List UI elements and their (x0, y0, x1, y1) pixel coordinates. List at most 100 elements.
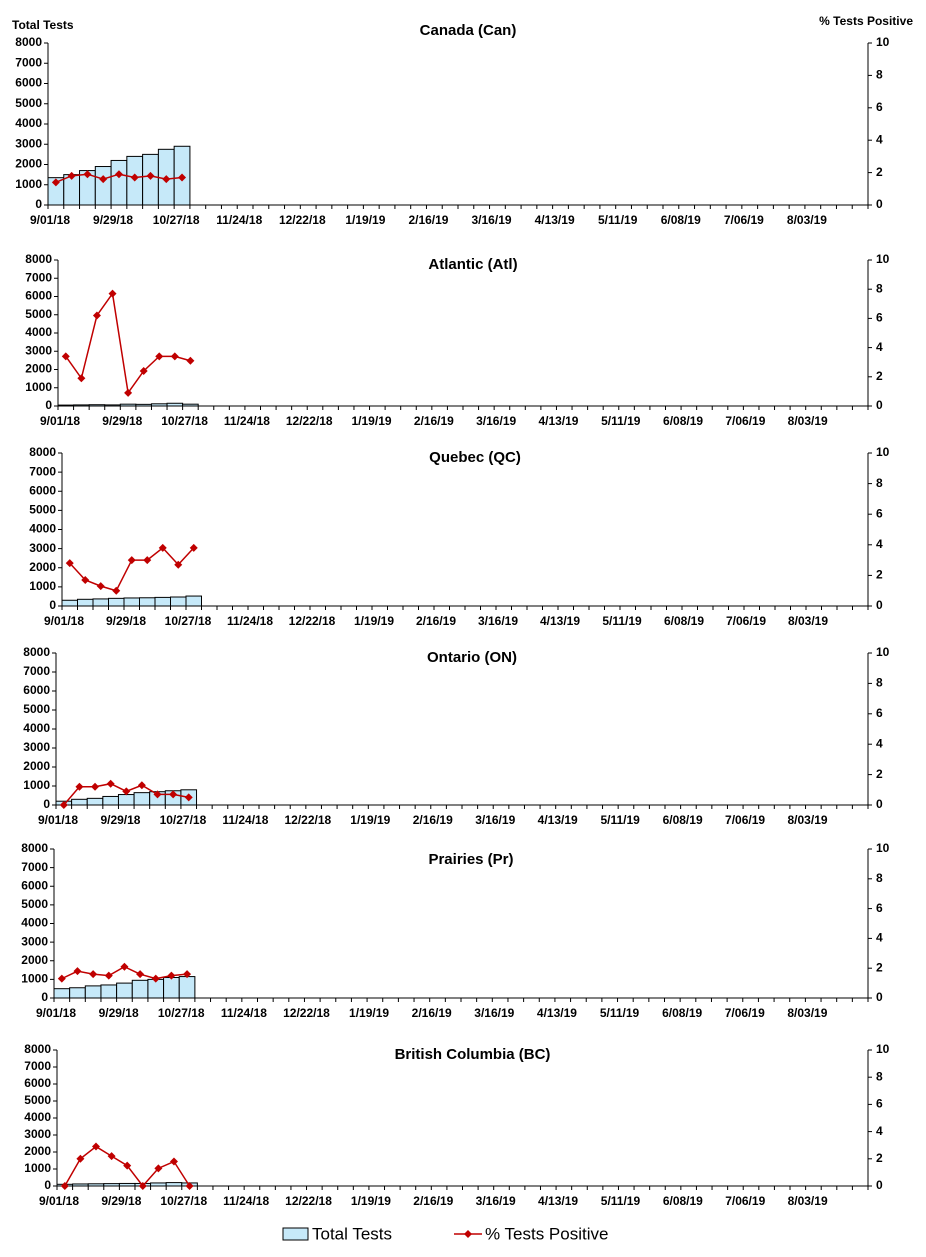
line-marker (96, 582, 105, 591)
line-marker (106, 779, 115, 788)
x-tick-label: 1/19/19 (351, 1194, 391, 1208)
chart-title: Canada (Can) (420, 22, 517, 39)
y2-tick-label: 4 (876, 1124, 883, 1138)
x-tick-label: 12/22/18 (284, 813, 331, 827)
x-tick-label: 9/29/18 (100, 813, 140, 827)
y2-tick-label: 2 (876, 960, 883, 974)
line-marker (138, 1182, 147, 1190)
x-tick-label: 11/24/18 (221, 1006, 267, 1020)
x-tick-label: 10/27/18 (160, 813, 207, 827)
y-tick-label: 5000 (23, 702, 50, 716)
x-tick-label: 5/11/19 (601, 414, 641, 428)
x-tick-label: 10/27/18 (160, 1194, 207, 1208)
line-marker (146, 171, 155, 180)
chart-title: British Columbia (BC) (395, 1046, 551, 1063)
line-marker (169, 1157, 178, 1166)
bar (166, 402, 184, 407)
line-marker (114, 170, 123, 179)
line-marker (170, 352, 179, 361)
line-marker (57, 974, 66, 983)
line-marker (60, 1182, 69, 1190)
x-tick-label: 12/22/18 (279, 213, 326, 227)
bar (119, 403, 137, 407)
y-tick-label: 2000 (24, 1144, 51, 1158)
y-tick-label: 0 (44, 1178, 51, 1192)
x-tick-label: 2/16/19 (414, 414, 454, 428)
y2-tick-label: 8 (876, 281, 883, 295)
x-tick-label: 1/19/19 (349, 1006, 389, 1020)
legend-label: % Tests Positive (485, 1224, 608, 1243)
y-tick-label: 3000 (29, 541, 56, 555)
bar (150, 403, 168, 407)
y-tick-label: 3000 (15, 136, 42, 150)
bar (57, 404, 75, 407)
y2-tick-label: 10 (876, 445, 890, 459)
x-tick-label: 6/08/19 (661, 213, 701, 227)
bar (103, 1183, 120, 1187)
x-tick-label: 6/08/19 (663, 813, 703, 827)
bar (165, 1182, 183, 1187)
y2-tick-label: 8 (876, 676, 883, 690)
line-marker (83, 170, 92, 179)
x-tick-label: 8/03/19 (788, 414, 828, 428)
line-marker (139, 366, 148, 375)
y-tick-label: 4000 (15, 116, 42, 130)
line-marker (167, 971, 176, 980)
chart-title: Prairies (Pr) (428, 851, 513, 868)
y-tick-label: 7000 (29, 464, 56, 478)
bar (102, 795, 119, 806)
x-tick-label: 3/16/19 (476, 414, 516, 428)
x-tick-label: 9/01/18 (40, 414, 80, 428)
x-tick-label: 12/22/18 (289, 614, 336, 628)
line-marker (184, 793, 193, 802)
line-marker (136, 970, 145, 979)
y-tick-label: 4000 (24, 1110, 51, 1124)
x-tick-label: 7/06/19 (724, 213, 764, 227)
x-tick-label: 10/27/18 (158, 1006, 205, 1020)
line-marker (81, 575, 90, 584)
bar (100, 984, 118, 999)
y2-tick-label: 2 (876, 1151, 883, 1165)
x-tick-label: 5/11/19 (600, 1006, 640, 1020)
line-marker (169, 790, 178, 799)
chart-title: Atlantic (Atl) (428, 256, 517, 273)
x-tick-label: 4/13/19 (540, 614, 580, 628)
x-tick-label: 4/13/19 (538, 1194, 578, 1208)
y-tick-label: 4000 (25, 325, 52, 339)
y-tick-label: 4000 (21, 916, 48, 930)
line-marker (123, 1161, 132, 1170)
y-tick-label: 8000 (24, 1042, 51, 1056)
bar (73, 404, 90, 407)
y2-tick-label: 4 (876, 132, 883, 146)
y-axis-label: Total Tests (12, 18, 74, 32)
chart-title: Quebec (QC) (429, 449, 521, 466)
y-tick-label: 5000 (29, 503, 56, 517)
bar (71, 798, 88, 806)
x-tick-label: 8/03/19 (787, 213, 827, 227)
y-tick-label: 4000 (23, 721, 50, 735)
x-tick-label: 5/11/19 (598, 213, 638, 227)
x-tick-label: 9/29/18 (106, 614, 146, 628)
y-tick-label: 1000 (24, 1161, 51, 1175)
line-marker (107, 1152, 116, 1161)
x-tick-label: 1/19/19 (352, 414, 392, 428)
line-marker (61, 352, 70, 361)
x-tick-label: 2/16/19 (413, 813, 453, 827)
y2-tick-label: 2 (876, 165, 883, 179)
y-tick-label: 5000 (25, 307, 52, 321)
y-tick-label: 6000 (23, 683, 50, 697)
x-tick-label: 4/13/19 (537, 1006, 577, 1020)
y-tick-label: 7000 (25, 270, 52, 284)
x-tick-label: 11/24/18 (224, 414, 270, 428)
line-marker (67, 171, 76, 180)
y2-tick-label: 6 (876, 901, 883, 915)
y2-tick-label: 2 (876, 568, 883, 582)
line-marker (89, 970, 98, 979)
x-tick-label: 3/16/19 (476, 1194, 516, 1208)
chart-title: Ontario (ON) (427, 649, 517, 666)
y-tick-label: 8000 (15, 35, 42, 49)
x-tick-label: 8/03/19 (788, 614, 828, 628)
line-marker (76, 1154, 85, 1163)
